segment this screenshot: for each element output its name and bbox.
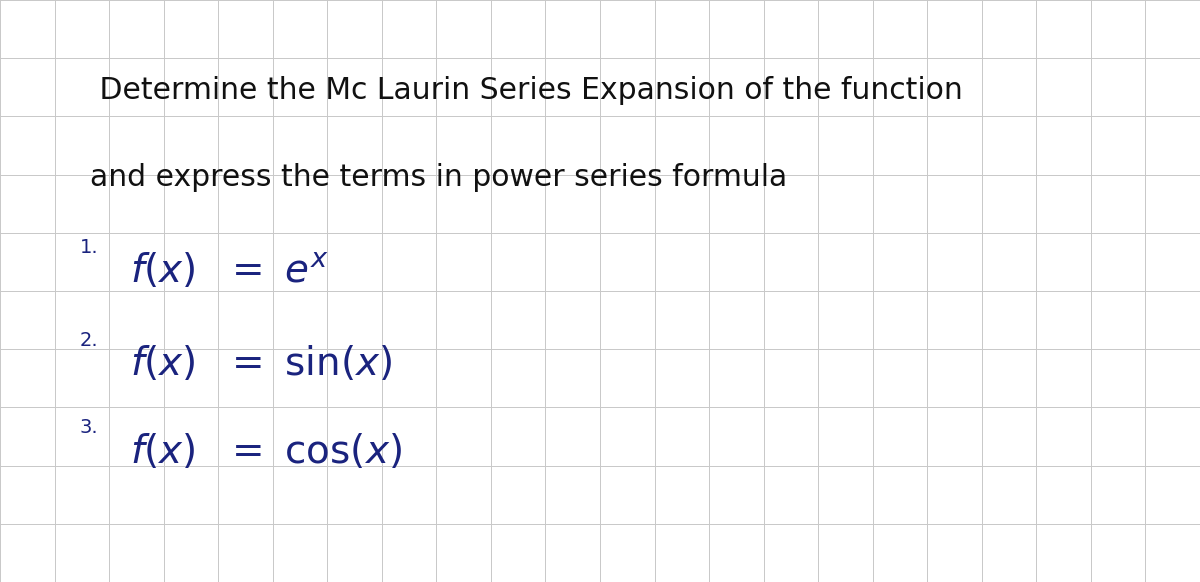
Text: $\mathit{f}(\mathit{x})$  $= \ \mathrm{sin}(\mathit{x})$: $\mathit{f}(\mathit{x})$ $= \ \mathrm{si… xyxy=(130,344,391,384)
Text: 1.: 1. xyxy=(79,238,98,257)
Text: $\mathit{f}(\mathit{x})$  $= \ e^{\mathit{x}}$: $\mathit{f}(\mathit{x})$ $= \ e^{\mathit… xyxy=(130,251,328,290)
Text: and express the terms in power series formula: and express the terms in power series fo… xyxy=(90,163,787,192)
Text: $\mathit{f}(\mathit{x})$  $= \ \mathrm{cos}(\mathit{x})$: $\mathit{f}(\mathit{x})$ $= \ \mathrm{co… xyxy=(130,431,402,471)
Text: Determine the Mc Laurin Series Expansion of the function: Determine the Mc Laurin Series Expansion… xyxy=(90,76,962,105)
Text: 3.: 3. xyxy=(79,418,98,437)
Text: 2.: 2. xyxy=(79,331,98,350)
